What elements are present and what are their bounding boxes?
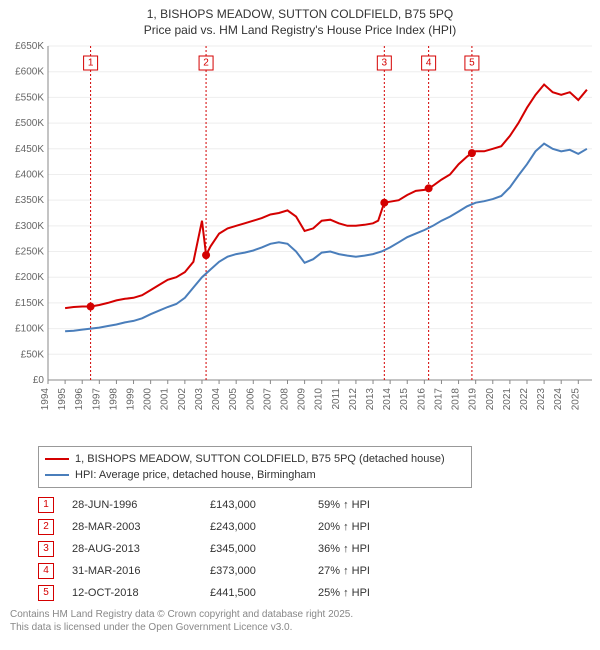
- legend-box: 1, BISHOPS MEADOW, SUTTON COLDFIELD, B75…: [38, 446, 472, 488]
- svg-text:£0: £0: [33, 375, 45, 386]
- svg-text:2018: 2018: [451, 388, 462, 411]
- svg-text:2011: 2011: [331, 388, 342, 410]
- chart-title-block: 1, BISHOPS MEADOW, SUTTON COLDFIELD, B75…: [0, 0, 600, 40]
- svg-text:2001: 2001: [160, 388, 171, 411]
- svg-text:1998: 1998: [108, 388, 119, 411]
- svg-text:2014: 2014: [382, 388, 393, 411]
- sale-date: 12-OCT-2018: [72, 587, 192, 599]
- footer-line-1: Contains HM Land Registry data © Crown c…: [10, 608, 590, 621]
- svg-text:£500K: £500K: [15, 118, 44, 129]
- svg-text:£50K: £50K: [21, 350, 45, 361]
- title-line-1: 1, BISHOPS MEADOW, SUTTON COLDFIELD, B75…: [0, 6, 600, 22]
- sales-row: 4 31-MAR-2016 £373,000 27% ↑ HPI: [38, 560, 590, 582]
- svg-text:2007: 2007: [262, 388, 273, 411]
- sale-hpi-diff: 36% ↑ HPI: [318, 543, 408, 555]
- svg-text:2019: 2019: [468, 388, 479, 411]
- svg-text:2: 2: [203, 58, 209, 69]
- footer-line-2: This data is licensed under the Open Gov…: [10, 621, 590, 634]
- svg-text:2005: 2005: [228, 388, 239, 411]
- svg-text:2006: 2006: [245, 388, 256, 411]
- svg-text:2021: 2021: [502, 388, 513, 411]
- svg-text:2013: 2013: [365, 388, 376, 411]
- title-line-2: Price paid vs. HM Land Registry's House …: [0, 22, 600, 38]
- legend-label: HPI: Average price, detached house, Birm…: [75, 469, 316, 481]
- sale-date: 28-JUN-1996: [72, 499, 192, 511]
- svg-text:1999: 1999: [126, 388, 137, 411]
- sales-row: 5 12-OCT-2018 £441,500 25% ↑ HPI: [38, 582, 590, 604]
- svg-text:2016: 2016: [416, 388, 427, 411]
- sale-price: £243,000: [210, 521, 300, 533]
- svg-text:£400K: £400K: [15, 170, 44, 181]
- sale-marker-icon: 3: [38, 541, 54, 557]
- legend-swatch: [45, 474, 69, 476]
- svg-text:£600K: £600K: [15, 67, 44, 78]
- sale-hpi-diff: 20% ↑ HPI: [318, 521, 408, 533]
- svg-text:£650K: £650K: [15, 41, 44, 52]
- svg-text:2023: 2023: [536, 388, 547, 411]
- svg-text:2009: 2009: [297, 388, 308, 411]
- sales-table: 1 28-JUN-1996 £143,000 59% ↑ HPI 2 28-MAR-200…: [38, 494, 590, 604]
- svg-text:2025: 2025: [570, 388, 581, 411]
- svg-text:4: 4: [426, 58, 432, 69]
- sale-price: £441,500: [210, 587, 300, 599]
- svg-text:1994: 1994: [40, 388, 51, 411]
- svg-text:2010: 2010: [314, 388, 325, 411]
- line-chart-svg: £0 £50K £100K £150K £200K £250K £300K £350K £400…: [0, 40, 600, 440]
- sale-marker-icon: 2: [38, 519, 54, 535]
- sale-price: £143,000: [210, 499, 300, 511]
- svg-text:2012: 2012: [348, 388, 359, 411]
- svg-text:2004: 2004: [211, 388, 222, 411]
- sales-row: 2 28-MAR-2003 £243,000 20% ↑ HPI: [38, 516, 590, 538]
- sale-date: 28-MAR-2003: [72, 521, 192, 533]
- legend-label: 1, BISHOPS MEADOW, SUTTON COLDFIELD, B75…: [75, 453, 445, 465]
- sale-hpi-diff: 27% ↑ HPI: [318, 565, 408, 577]
- svg-text:2017: 2017: [433, 388, 444, 411]
- svg-text:£550K: £550K: [15, 93, 44, 104]
- svg-text:2008: 2008: [279, 388, 290, 411]
- svg-text:5: 5: [469, 58, 475, 69]
- svg-text:1997: 1997: [91, 388, 102, 411]
- sale-hpi-diff: 59% ↑ HPI: [318, 499, 408, 511]
- svg-text:1996: 1996: [74, 388, 85, 411]
- sale-date: 31-MAR-2016: [72, 565, 192, 577]
- svg-text:1995: 1995: [57, 388, 68, 411]
- sale-price: £345,000: [210, 543, 300, 555]
- chart-area: £0 £50K £100K £150K £200K £250K £300K £350K £400…: [0, 40, 600, 440]
- svg-text:£350K: £350K: [15, 196, 44, 207]
- sale-marker-icon: 4: [38, 563, 54, 579]
- footer-attribution: Contains HM Land Registry data © Crown c…: [10, 608, 590, 634]
- sales-row: 3 28-AUG-2013 £345,000 36% ↑ HPI: [38, 538, 590, 560]
- svg-text:£250K: £250K: [15, 247, 44, 258]
- svg-text:£300K: £300K: [15, 221, 44, 232]
- svg-text:£450K: £450K: [15, 144, 44, 155]
- legend-swatch: [45, 458, 69, 460]
- legend-item: HPI: Average price, detached house, Birm…: [45, 467, 465, 483]
- svg-text:2000: 2000: [143, 388, 154, 411]
- svg-text:£200K: £200K: [15, 273, 44, 284]
- svg-text:2002: 2002: [177, 388, 188, 411]
- sales-row: 1 28-JUN-1996 £143,000 59% ↑ HPI: [38, 494, 590, 516]
- sale-marker-icon: 1: [38, 497, 54, 513]
- sale-marker-icon: 5: [38, 585, 54, 601]
- svg-text:£150K: £150K: [15, 298, 44, 309]
- sale-price: £373,000: [210, 565, 300, 577]
- svg-text:3: 3: [382, 58, 388, 69]
- sale-date: 28-AUG-2013: [72, 543, 192, 555]
- svg-text:2024: 2024: [553, 388, 564, 411]
- svg-text:2022: 2022: [519, 388, 530, 411]
- svg-text:2020: 2020: [485, 388, 496, 411]
- svg-text:£100K: £100K: [15, 324, 44, 335]
- sale-hpi-diff: 25% ↑ HPI: [318, 587, 408, 599]
- svg-text:2003: 2003: [194, 388, 205, 411]
- svg-text:1: 1: [88, 58, 94, 69]
- legend-item: 1, BISHOPS MEADOW, SUTTON COLDFIELD, B75…: [45, 451, 465, 467]
- svg-text:2015: 2015: [399, 388, 410, 411]
